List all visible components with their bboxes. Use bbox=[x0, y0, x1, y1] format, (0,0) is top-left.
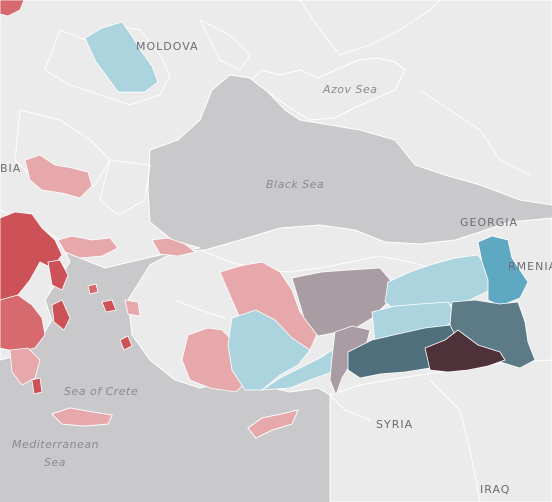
country-label-serbia: BIA bbox=[0, 162, 21, 175]
sea-label-black: Black Sea bbox=[266, 178, 324, 191]
sea-label-crete: Sea of Crete bbox=[64, 385, 138, 398]
region-aegean-e[interactable] bbox=[32, 378, 42, 394]
country-label-iraq: IRAQ bbox=[480, 483, 510, 496]
region-cyprus[interactable] bbox=[248, 410, 298, 438]
sea-label-sea: Sea bbox=[44, 456, 66, 469]
country-label-syria: SYRIA bbox=[376, 418, 413, 431]
region-crete[interactable] bbox=[52, 408, 112, 426]
region-aegean-b[interactable] bbox=[120, 336, 132, 350]
country-label-moldova: MOLDOVA bbox=[136, 40, 199, 53]
region-greece-islands-2[interactable] bbox=[52, 300, 70, 330]
region-aegean-d[interactable] bbox=[125, 300, 140, 316]
country-label-armenia: RMENIA bbox=[508, 260, 552, 273]
region-aegean-a[interactable] bbox=[102, 300, 116, 312]
country-label-georgia: GEORGIA bbox=[460, 216, 518, 229]
sea-label-mediterranean: Mediterranean bbox=[12, 438, 99, 451]
sea-label-azov: Azov Sea bbox=[322, 83, 378, 96]
region-aegean-c[interactable] bbox=[88, 284, 98, 294]
